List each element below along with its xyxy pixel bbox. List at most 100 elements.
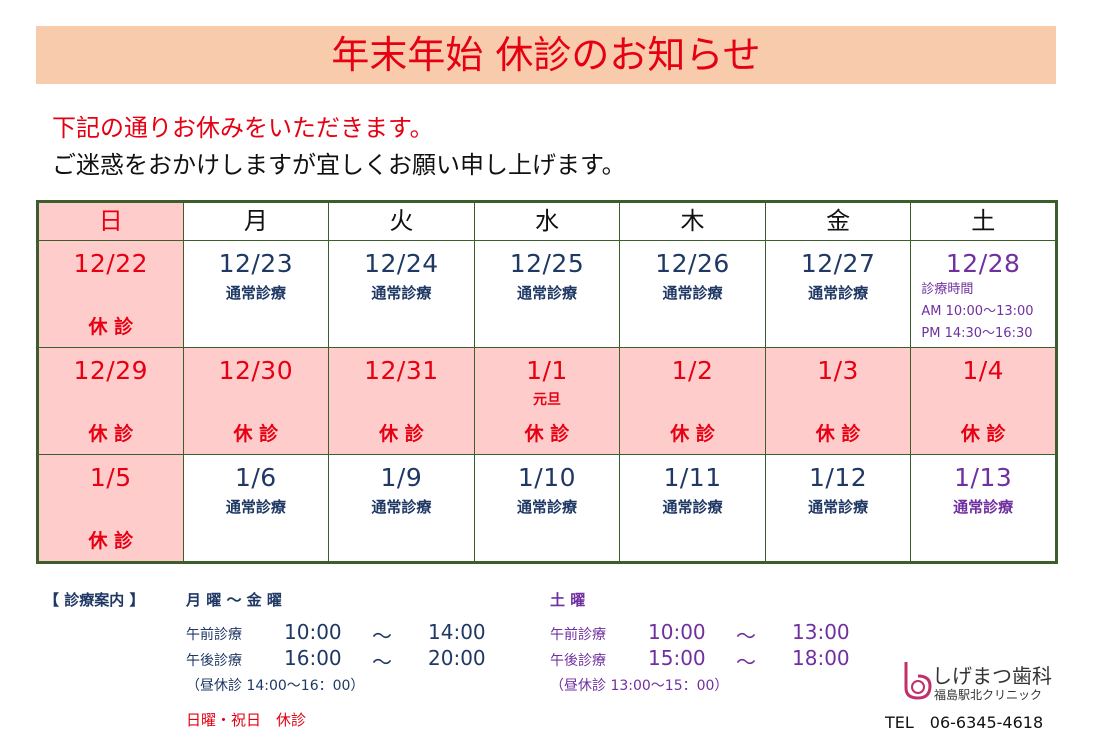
- week-row: 1/5 休 診 1/6 通常診療 1/9 通常診療 1/10 通常診療 1/11 通常診療 1/12…: [37, 454, 1057, 563]
- separator: ～: [372, 650, 392, 674]
- session-name: 午前診療: [186, 627, 242, 643]
- session-name: 午後診療: [550, 653, 606, 669]
- date: 1/4: [962, 356, 1005, 385]
- day-cell: 12/27 通常診療: [764, 240, 912, 348]
- day-cell: 12/28 診療時間 AM 10:00～13:00 PM 14:30～16:30: [910, 240, 1057, 348]
- end-time: 13:00: [792, 620, 850, 644]
- day-cell: 1/2 休 診: [619, 347, 766, 455]
- start-time: 16:00: [284, 646, 342, 670]
- logo-mark: [904, 662, 932, 700]
- group-heading: 土 曜: [550, 591, 586, 609]
- note: PM 14:30～16:30: [921, 326, 1033, 341]
- note: 通常診療: [662, 284, 723, 302]
- date: 1/6: [234, 463, 277, 492]
- hours-label: 【 診療案内 】: [44, 591, 145, 609]
- date: 1/11: [663, 463, 722, 492]
- note: 休 診: [815, 423, 861, 445]
- note: 通常診療: [516, 498, 577, 516]
- weekday: 水: [473, 201, 621, 241]
- separator: ～: [736, 624, 756, 648]
- note: 休 診: [960, 423, 1006, 445]
- date: 1/10: [517, 463, 577, 492]
- tel: TEL 06-6345-4618: [885, 713, 1044, 732]
- day-cell: 12/26 通常診療: [619, 240, 766, 348]
- calendar: 日月火水木金土 12/22 休 診 12/23 通常診療 12/24 通常診療 12/25 通常…: [36, 200, 1058, 564]
- note: 通常診療: [808, 498, 869, 516]
- day-cell: 1/11 通常診療: [619, 454, 766, 563]
- day-cell: 12/23 通常診療: [182, 240, 330, 348]
- day-cell: 1/9 通常診療: [328, 454, 475, 563]
- note: 通常診療: [371, 498, 432, 516]
- break-time: （昼休診 13:00～15：00）: [550, 678, 729, 694]
- note: AM 10:00～13:00: [921, 304, 1034, 319]
- intro-line: 下記の通りお休みをいただきます。: [52, 114, 434, 142]
- day-cell: 12/30 休 診: [182, 347, 330, 455]
- weekday: 月: [182, 201, 330, 241]
- date: 1/5: [89, 463, 132, 492]
- day-cell: 1/6 通常診療: [182, 454, 330, 563]
- day-cell: 1/5 休 診: [37, 454, 184, 563]
- week-row: 12/22 休 診 12/23 通常診療 12/24 通常診療 12/25 通常診療 12/26…: [37, 240, 1057, 348]
- note: 休 診: [88, 316, 134, 338]
- note: 診療時間: [921, 282, 974, 297]
- holidays: 日曜・祝日 休診: [186, 711, 307, 729]
- group-heading: 月 曜 ～ 金 曜: [186, 591, 282, 609]
- date: 12/26: [655, 249, 730, 278]
- weekday: 火: [328, 201, 475, 241]
- date: 1/3: [817, 356, 859, 385]
- date: 12/31: [364, 356, 439, 385]
- note: 通常診療: [371, 284, 432, 302]
- day-cell: 1/3 休 診: [764, 347, 912, 455]
- day-cell: 12/22 休 診: [37, 240, 184, 348]
- date: 1/12: [809, 463, 868, 492]
- day-cell: 1/10 通常診療: [473, 454, 621, 563]
- end-time: 14:00: [428, 620, 486, 644]
- date: 12/25: [509, 249, 585, 278]
- week-row: 12/29 休 診 12/30 休 診 12/31 休 診 1/1 元旦休 診 1/2 休 診 1/…: [37, 347, 1057, 455]
- date: 12/27: [800, 249, 876, 278]
- separator: ～: [372, 624, 392, 648]
- date: 12/24: [364, 249, 439, 278]
- date: 1/9: [380, 463, 423, 492]
- note: 通常診療: [808, 284, 869, 302]
- note: 通常診療: [225, 284, 286, 302]
- clinic-branch: 福島駅北クリニック: [934, 688, 1043, 702]
- date: 1/1: [526, 356, 568, 385]
- date: 12/23: [218, 249, 294, 278]
- day-cell: 12/31 休 診: [328, 347, 475, 455]
- session-name: 午前診療: [550, 627, 606, 643]
- day-cell: 1/12 通常診療: [764, 454, 912, 563]
- start-time: 10:00: [284, 620, 342, 644]
- day-cell: 12/25 通常診療: [473, 240, 621, 348]
- note: 休 診: [88, 530, 134, 552]
- start-time: 15:00: [648, 646, 706, 670]
- header-row: 日月火水木金土: [37, 201, 1057, 241]
- session-name: 午後診療: [186, 653, 242, 669]
- date: 12/29: [73, 356, 149, 385]
- note: 通常診療: [953, 498, 1014, 516]
- date: 1/2: [671, 356, 714, 385]
- note: 通常診療: [662, 498, 723, 516]
- date: 12/30: [218, 356, 294, 385]
- weekday: 木: [619, 201, 766, 241]
- date: 1/13: [954, 463, 1013, 492]
- break-time: （昼休診 14:00～16：00）: [186, 678, 365, 694]
- date: 12/28: [945, 249, 1021, 278]
- intro-line: ご迷惑をおかけしますが宜しくお願い申し上げます。: [52, 151, 626, 179]
- end-time: 18:00: [792, 646, 850, 670]
- note: 休 診: [88, 423, 134, 445]
- clinic-name: しげまつ歯科: [932, 664, 1052, 688]
- note: 通常診療: [516, 284, 577, 302]
- note: 休 診: [379, 423, 424, 445]
- weekday: 日: [37, 201, 184, 241]
- day-cell: 1/13 通常診療: [910, 454, 1057, 563]
- start-time: 10:00: [648, 620, 706, 644]
- note: 通常診療: [225, 498, 286, 516]
- note: 元旦: [532, 392, 561, 408]
- end-time: 20:00: [428, 646, 486, 670]
- day-cell: 1/1 元旦休 診: [473, 347, 621, 455]
- note: 休 診: [233, 423, 279, 445]
- weekday: 金: [764, 201, 912, 241]
- title: 年末年始 休診のお知らせ: [36, 26, 1056, 84]
